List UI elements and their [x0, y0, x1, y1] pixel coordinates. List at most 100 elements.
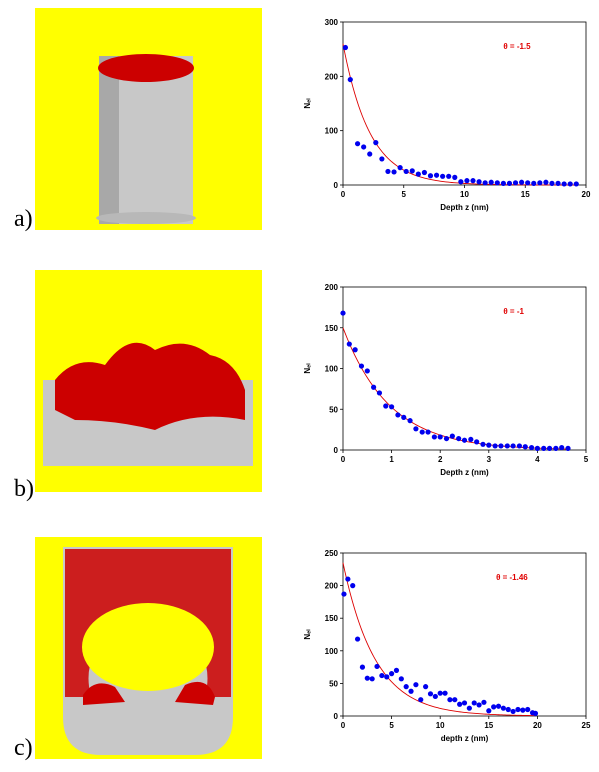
data-point: [425, 429, 431, 435]
cavity: [82, 603, 214, 691]
data-point: [389, 404, 395, 410]
plot-frame: [342, 286, 587, 451]
data-point: [528, 444, 535, 451]
data-point: [409, 168, 415, 174]
data-point: [440, 173, 446, 179]
data-point: [498, 443, 504, 449]
data-point: [461, 700, 468, 706]
theta-annotation: θ = -1.46: [496, 573, 528, 582]
data-point: [559, 444, 565, 451]
cavity-floor-clusters: [83, 681, 215, 705]
panel-label-a: a): [14, 206, 33, 232]
data-point: [491, 704, 497, 710]
data-point: [393, 667, 400, 673]
data-point: [371, 384, 377, 390]
data-point: [447, 697, 453, 703]
data-point: [474, 439, 480, 445]
data-point: [376, 390, 383, 396]
data-point: [418, 697, 424, 703]
data-point: [433, 172, 440, 178]
data-point: [419, 429, 425, 435]
y-tick-label: 0: [334, 446, 339, 455]
simulation-image-b: [35, 270, 262, 492]
data-point: [522, 444, 528, 450]
data-point: [510, 443, 516, 449]
x-tick-label: 10: [436, 721, 445, 730]
x-tick-label: 3: [487, 455, 492, 464]
theta-annotation: θ = -1.5: [503, 42, 531, 51]
data-point: [403, 684, 409, 690]
data-point: [346, 341, 352, 347]
data-point: [525, 706, 531, 713]
x-tick-label: 1: [389, 455, 394, 464]
y-tick-label: 200: [325, 283, 339, 292]
x-axis-label: depth z (nm): [441, 734, 489, 743]
y-axis-label: Nₑₗ: [303, 363, 312, 374]
y-tick-label: 200: [325, 582, 339, 591]
data-point: [383, 403, 389, 409]
data-point: [391, 169, 397, 175]
data-point: [486, 708, 492, 714]
data-point: [525, 180, 531, 186]
data-point: [437, 690, 443, 696]
column-base: [96, 212, 196, 224]
y-tick-label: 250: [325, 549, 339, 558]
simulation-image-c: [35, 537, 262, 759]
data-point: [395, 412, 401, 418]
y-tick-label: 150: [325, 614, 339, 623]
data-point: [449, 433, 455, 439]
data-point: [369, 676, 375, 682]
x-tick-label: 10: [460, 190, 469, 199]
y-tick-label: 100: [325, 127, 339, 136]
data-point: [470, 178, 476, 184]
fit-curve: [342, 562, 536, 717]
y-axis-label: Nₑₗ: [303, 98, 312, 109]
fit-curve: [342, 327, 569, 450]
data-point: [408, 688, 414, 694]
data-point: [452, 697, 458, 703]
data-point: [364, 368, 370, 374]
x-tick-label: 4: [535, 455, 540, 464]
data-point: [480, 441, 486, 447]
data-point: [481, 699, 487, 705]
data-point: [341, 591, 347, 597]
data-point: [359, 664, 366, 670]
x-tick-label: 5: [389, 721, 394, 730]
data-point: [458, 179, 464, 185]
y-tick-label: 0: [334, 181, 339, 190]
data-point: [432, 693, 438, 700]
y-tick-label: 100: [325, 365, 339, 374]
data-point: [352, 347, 358, 353]
data-point: [354, 141, 361, 147]
data-point: [492, 443, 498, 449]
x-tick-label: 0: [341, 190, 346, 199]
column-top-cluster: [98, 54, 194, 82]
data-point: [534, 445, 541, 451]
data-point: [464, 178, 470, 184]
fit-curve: [342, 43, 577, 186]
red-cluster-layer: [55, 342, 245, 430]
data-point: [421, 169, 428, 176]
x-tick-label: 25: [582, 721, 591, 730]
x-axis-label: Depth z (nm): [440, 468, 489, 477]
simulation-render-a: [96, 54, 196, 224]
data-point: [385, 168, 391, 175]
data-point: [413, 682, 419, 688]
data-point: [512, 180, 519, 186]
data-point: [476, 179, 482, 185]
data-point: [397, 165, 403, 171]
data-point: [500, 180, 506, 186]
data-point: [437, 434, 443, 440]
data-point: [510, 708, 516, 715]
data-point: [537, 180, 543, 186]
data-point: [347, 76, 353, 83]
data-point: [471, 700, 477, 706]
data-point: [531, 180, 537, 186]
data-point: [482, 180, 488, 186]
y-tick-label: 300: [325, 18, 339, 27]
data-point: [423, 684, 429, 690]
y-tick-label: 0: [334, 712, 339, 721]
panel-label-b: b): [14, 476, 34, 502]
x-tick-label: 15: [521, 190, 530, 199]
